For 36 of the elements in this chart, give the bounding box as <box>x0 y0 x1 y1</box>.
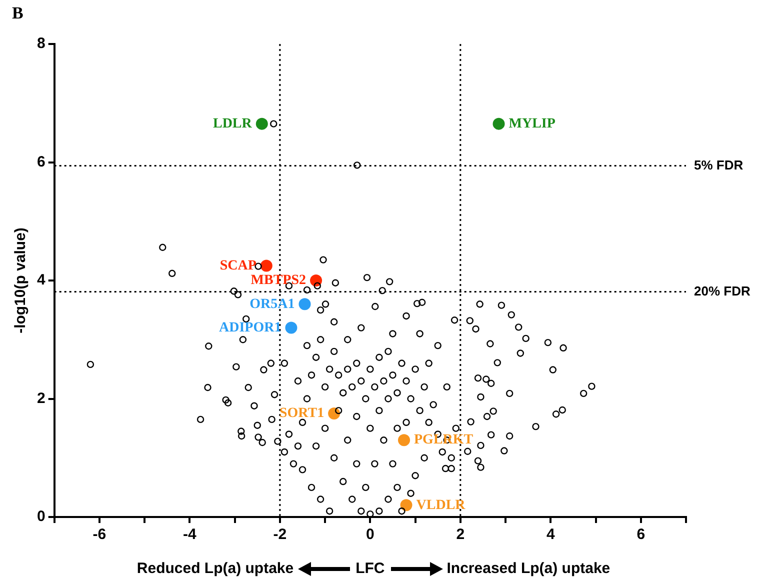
x-axis-title: LFC <box>356 560 385 578</box>
series-label: MBTPS2 <box>250 273 306 288</box>
series-label: OR5A1 <box>250 296 295 312</box>
point <box>398 434 410 446</box>
ref-line-label: 5% FDR <box>694 157 744 172</box>
text: Reduced Lp(a) uptake <box>136 560 294 578</box>
series-label: MYLIP <box>508 116 556 132</box>
text: B <box>12 3 24 22</box>
point <box>492 118 505 130</box>
point <box>285 322 298 334</box>
point <box>400 499 412 512</box>
x-tick-label: 0 <box>366 526 374 544</box>
series-label: SORT1 <box>279 406 324 422</box>
y-tick-label: 8 <box>37 35 46 52</box>
x-tick-label: 6 <box>636 526 646 544</box>
y-tick-label: 2 <box>37 390 46 407</box>
y-tick-label: 4 <box>37 272 46 289</box>
series-label: ADIPOR1 <box>218 320 282 336</box>
x-tick-label: -6 <box>92 526 106 544</box>
series-label: SCAP <box>220 258 257 274</box>
y-axis-title: -log10(p value) <box>12 228 30 334</box>
ref-line-label: 20% FDR <box>694 283 751 298</box>
y-tick-label: 0 <box>37 508 46 526</box>
x-tick-label: -2 <box>273 526 287 544</box>
y-tick-label: 6 <box>37 153 46 170</box>
x-tick-label: 2 <box>456 526 465 544</box>
point <box>298 298 311 310</box>
point <box>256 118 268 130</box>
x-tick-label: -4 <box>183 526 198 544</box>
point <box>260 260 272 272</box>
x-tick-label: 4 <box>546 526 556 544</box>
text: Increased Lp(a) uptake <box>446 560 610 578</box>
point <box>310 274 322 286</box>
series-label: LDLR <box>212 116 253 132</box>
point <box>328 408 340 420</box>
series-label: VLDLR <box>416 498 466 513</box>
